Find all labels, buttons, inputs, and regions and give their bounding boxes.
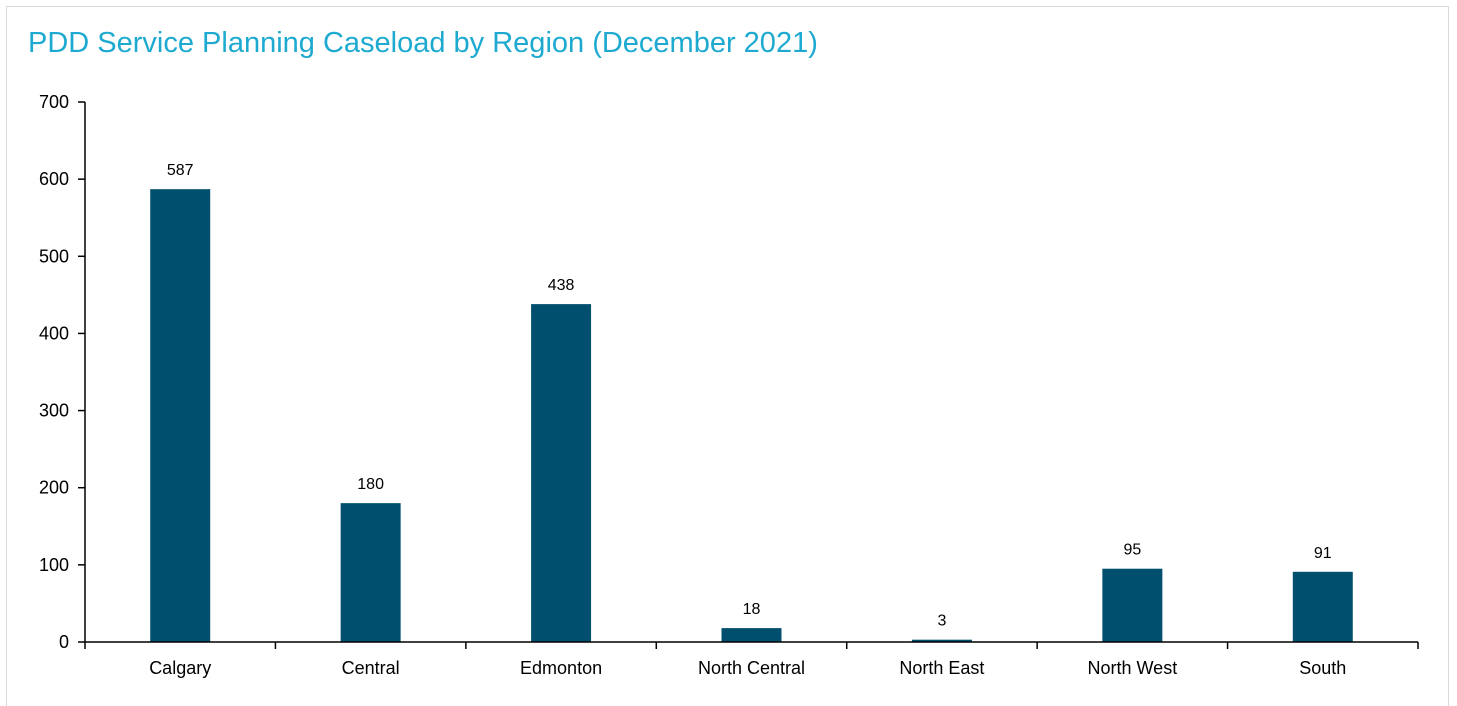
chart-title: PDD Service Planning Caseload by Region … [28, 27, 818, 59]
bar-north-west [1102, 568, 1163, 642]
data-label: 3 [937, 613, 946, 630]
chart-frame [6, 6, 1449, 706]
x-axis-ticks [84, 642, 1419, 649]
data-label: 180 [357, 476, 384, 493]
y-tick-label: 100 [39, 555, 69, 575]
data-label: 438 [548, 277, 575, 294]
y-tick-label: 300 [39, 401, 69, 421]
bar-calgary [150, 189, 211, 642]
bar-edmonton [531, 304, 592, 642]
bar-south [1292, 571, 1353, 642]
x-category-label: Edmonton [520, 658, 602, 678]
y-tick-label: 400 [39, 323, 69, 343]
data-labels: 587 180 438 18 3 95 91 [167, 162, 1332, 630]
x-category-label: North West [1088, 658, 1178, 678]
data-label: 91 [1314, 545, 1332, 562]
y-axis-labels: 0 100 200 300 400 500 600 700 [39, 92, 69, 652]
y-tick-label: 200 [39, 478, 69, 498]
y-tick-label: 600 [39, 169, 69, 189]
bar-north-east [911, 639, 972, 642]
x-category-label: North Central [698, 658, 805, 678]
y-tick-label: 700 [39, 92, 69, 112]
x-category-label: South [1299, 658, 1346, 678]
bar-north-central [721, 628, 782, 642]
y-tick-label: 500 [39, 246, 69, 266]
bars [150, 189, 1353, 642]
data-label: 18 [743, 601, 761, 618]
y-tick-label: 0 [59, 632, 69, 652]
x-category-label: Calgary [149, 658, 211, 678]
y-axis-ticks [78, 101, 85, 643]
x-category-label: Central [342, 658, 400, 678]
category-labels: Calgary Central Edmonton North Central North… [149, 658, 1346, 678]
x-category-label: North East [899, 658, 984, 678]
bar-central [340, 503, 401, 642]
data-label: 95 [1123, 542, 1141, 559]
data-label: 587 [167, 162, 194, 179]
